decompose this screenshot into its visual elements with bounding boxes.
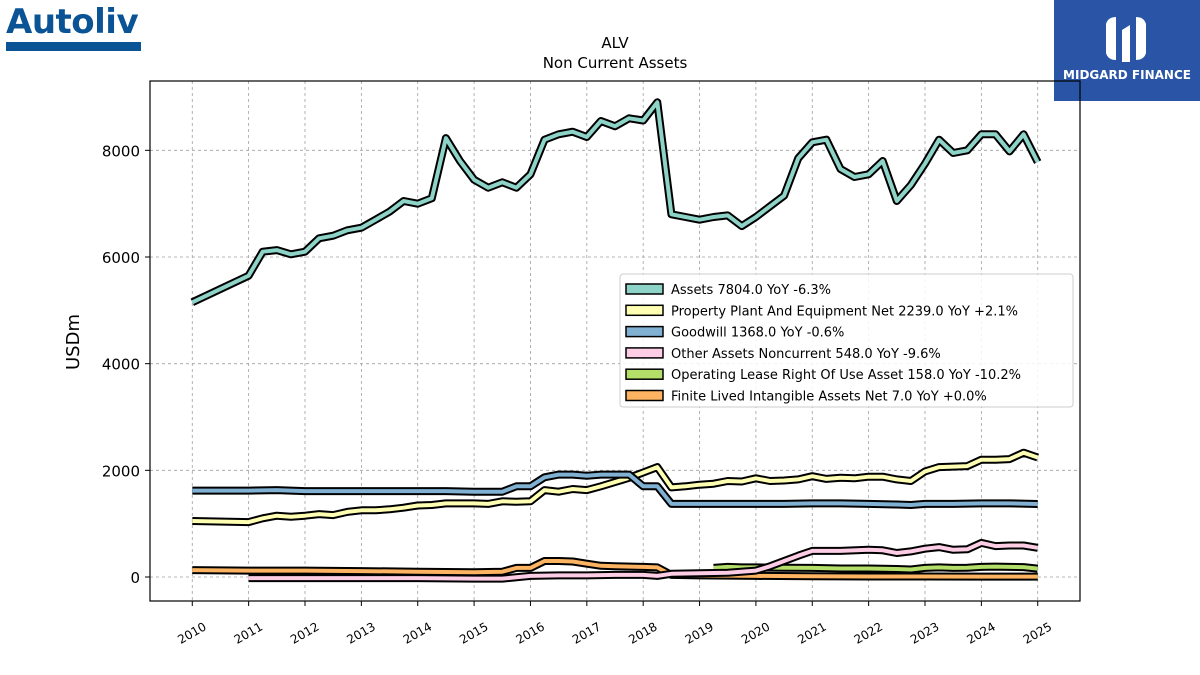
chart-title: ALV bbox=[601, 34, 629, 52]
legend-box bbox=[619, 273, 1074, 408]
x-tick-label: 2017 bbox=[570, 619, 603, 646]
series-line bbox=[192, 472, 1038, 507]
x-tick-label: 2023 bbox=[908, 619, 941, 646]
legend-entry: Goodwill 1368.0 YoY -0.6% bbox=[671, 326, 844, 341]
series-line bbox=[248, 540, 1039, 581]
x-tick-label: 2015 bbox=[457, 619, 490, 646]
autoliv-logo: Autoliv bbox=[6, 4, 144, 54]
legend-swatch bbox=[625, 347, 664, 359]
y-tick-label: 0 bbox=[130, 569, 140, 587]
y-axis-label: USDm bbox=[63, 314, 84, 370]
legend-swatch bbox=[625, 304, 664, 317]
legend-entry: Operating Lease Right Of Use Asset 158.0… bbox=[671, 368, 1021, 383]
series-other-assets-noncurrent bbox=[248, 538, 1039, 583]
x-tick-label: 2019 bbox=[683, 619, 716, 646]
series-line bbox=[192, 450, 1039, 525]
y-tick-label: 8000 bbox=[102, 142, 140, 160]
x-tick-label: 2010 bbox=[175, 619, 208, 646]
series-assets bbox=[190, 98, 1042, 306]
legend-entry: Finite Lived Intangible Assets Net 7.0 Y… bbox=[671, 390, 987, 405]
x-tick-label: 2025 bbox=[1021, 619, 1054, 646]
midgard-emblem-icon bbox=[1106, 17, 1146, 62]
series-line bbox=[191, 100, 1040, 305]
series-property-plant-and-equipment-net bbox=[192, 448, 1039, 527]
series-goodwill bbox=[192, 470, 1038, 509]
autoliv-logo-bar bbox=[6, 42, 141, 51]
chart-subtitle: Non Current Assets bbox=[543, 54, 688, 72]
emblem-right-stroke bbox=[1136, 17, 1146, 60]
emblem-middle-stroke bbox=[1122, 25, 1130, 62]
x-tick-label: 2013 bbox=[344, 619, 377, 646]
series-finite-lived-intangible-assets-net bbox=[192, 557, 1038, 581]
midgard-logo-text: MIDGARD FINANCE bbox=[1063, 68, 1191, 82]
x-tick-label: 2018 bbox=[626, 619, 659, 646]
x-tick-label: 2022 bbox=[852, 619, 885, 646]
autoliv-logo-text: Autoliv bbox=[6, 2, 139, 42]
midgard-finance-logo: MIDGARD FINANCE bbox=[1054, 0, 1200, 101]
y-tick-label: 2000 bbox=[102, 462, 140, 480]
legend-swatch bbox=[625, 389, 664, 402]
x-tick-label: 2011 bbox=[232, 619, 265, 646]
legend-entry: Assets 7804.0 YoY -6.3% bbox=[671, 283, 831, 298]
series-lines bbox=[190, 98, 1042, 583]
legend: Assets 7804.0 YoY -6.3% Property Plant An… bbox=[619, 273, 1074, 408]
x-tick-label: 2016 bbox=[514, 619, 547, 646]
legend-swatch bbox=[625, 283, 664, 295]
legend-swatch bbox=[625, 325, 664, 338]
legend-entry: Property Plant And Equipment Net 2239.0 … bbox=[671, 304, 1018, 319]
series-line bbox=[192, 559, 1038, 579]
legend-entry: Other Assets Noncurrent 548.0 YoY -9.6% bbox=[671, 347, 941, 362]
x-tick-label: 2020 bbox=[739, 619, 772, 646]
x-tick-label: 2021 bbox=[795, 619, 828, 646]
y-tick-label: 4000 bbox=[102, 356, 140, 374]
legend-swatch bbox=[625, 368, 664, 380]
y-tick-label: 6000 bbox=[102, 249, 140, 267]
x-tick-label: 2012 bbox=[288, 619, 321, 646]
series-line-outline bbox=[190, 98, 1042, 306]
x-tick-label: 2024 bbox=[964, 619, 997, 646]
plot-frame bbox=[149, 80, 1081, 602]
x-tick-label: 2014 bbox=[401, 619, 434, 646]
emblem-left-stroke bbox=[1106, 17, 1116, 60]
